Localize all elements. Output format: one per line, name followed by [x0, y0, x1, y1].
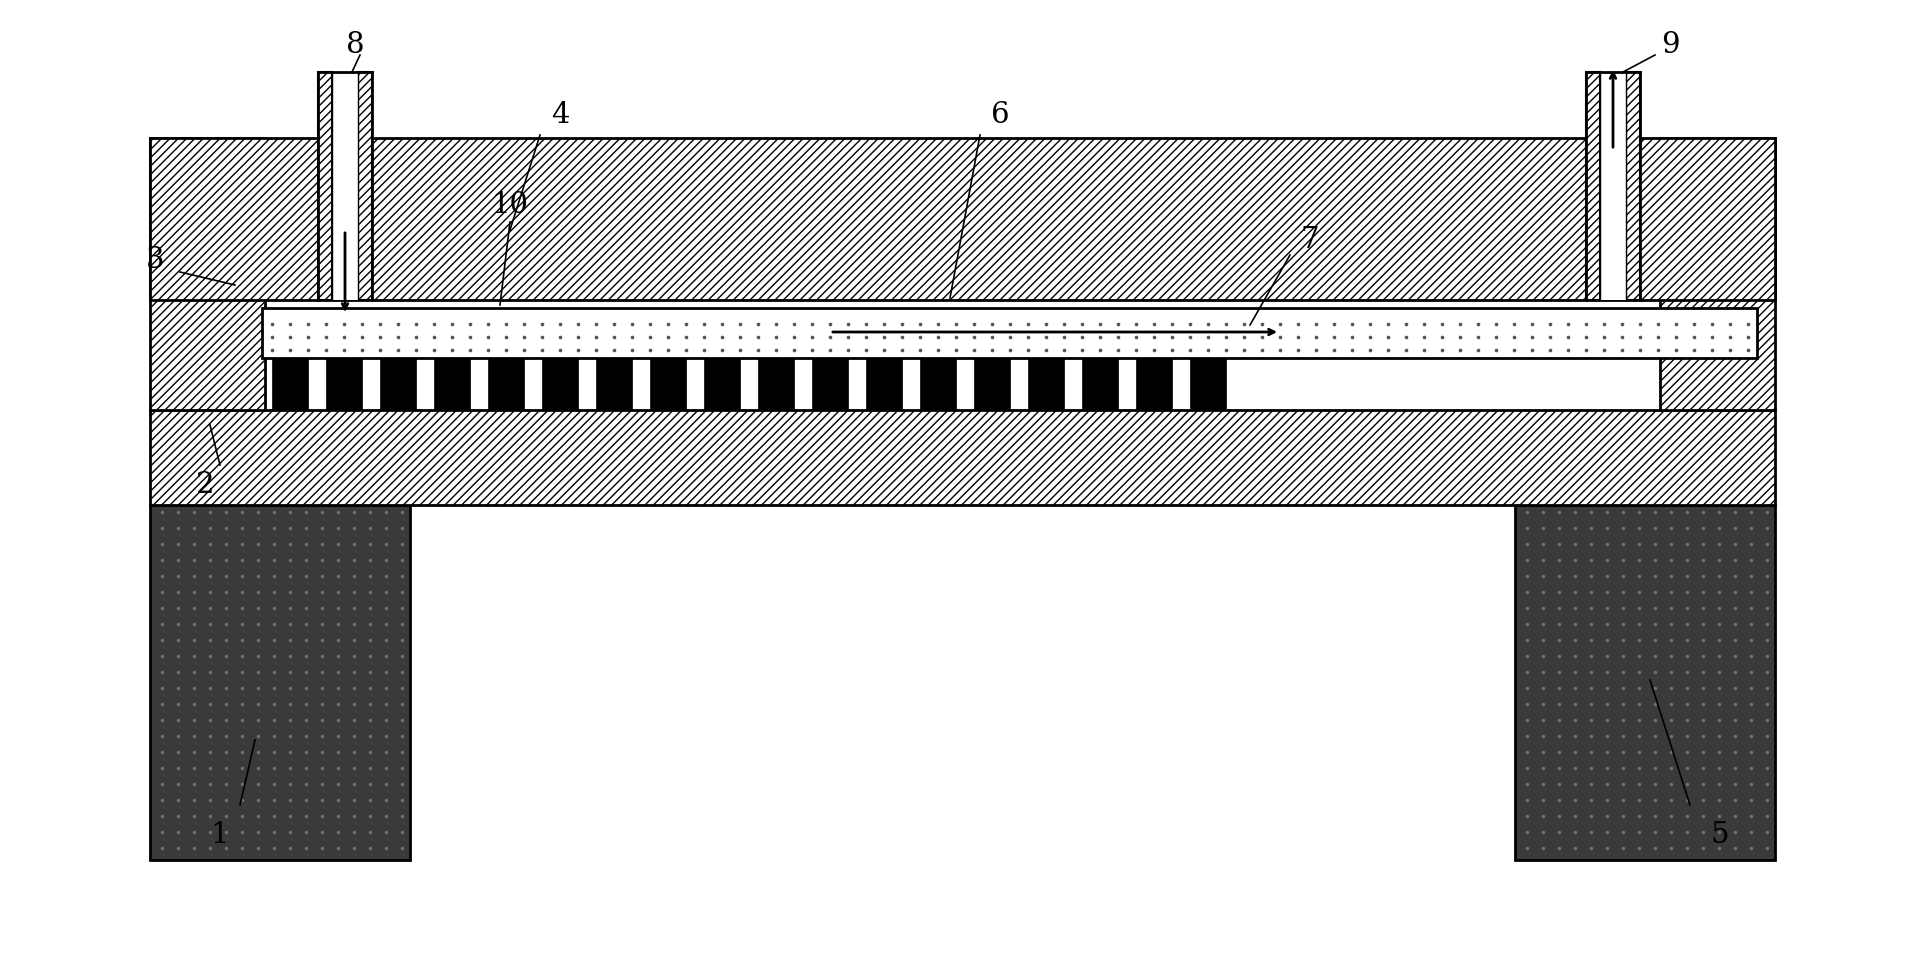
Text: 8: 8: [346, 31, 364, 59]
Bar: [433, 358, 470, 410]
Bar: [651, 358, 685, 410]
Bar: [318, 72, 331, 300]
Bar: [597, 358, 631, 410]
Bar: [150, 138, 1775, 300]
Bar: [1659, 138, 1775, 410]
Bar: [150, 505, 410, 860]
Bar: [1082, 358, 1118, 410]
Bar: [1627, 72, 1640, 300]
Bar: [1136, 358, 1172, 410]
Bar: [150, 410, 1775, 505]
Text: 10: 10: [491, 191, 529, 219]
Bar: [325, 358, 362, 410]
Bar: [150, 138, 266, 410]
Bar: [812, 358, 849, 410]
Bar: [920, 358, 957, 410]
Text: 2: 2: [196, 471, 214, 499]
Bar: [1586, 72, 1600, 300]
Bar: [331, 72, 358, 300]
Bar: [543, 358, 578, 410]
Bar: [1515, 505, 1775, 860]
Text: 5: 5: [1711, 821, 1729, 849]
Bar: [1190, 358, 1226, 410]
Bar: [974, 358, 1011, 410]
Text: 7: 7: [1301, 226, 1319, 254]
Bar: [489, 358, 524, 410]
Text: 3: 3: [146, 246, 164, 274]
Text: 9: 9: [1661, 31, 1679, 59]
Bar: [1600, 72, 1627, 300]
Bar: [758, 358, 793, 410]
Text: 6: 6: [991, 101, 1009, 129]
Bar: [358, 72, 372, 300]
Bar: [1028, 358, 1065, 410]
Bar: [866, 358, 903, 410]
Bar: [262, 308, 1758, 358]
Bar: [705, 358, 739, 410]
Bar: [379, 358, 416, 410]
Text: 4: 4: [551, 101, 570, 129]
Text: 1: 1: [210, 821, 229, 849]
Bar: [271, 358, 308, 410]
